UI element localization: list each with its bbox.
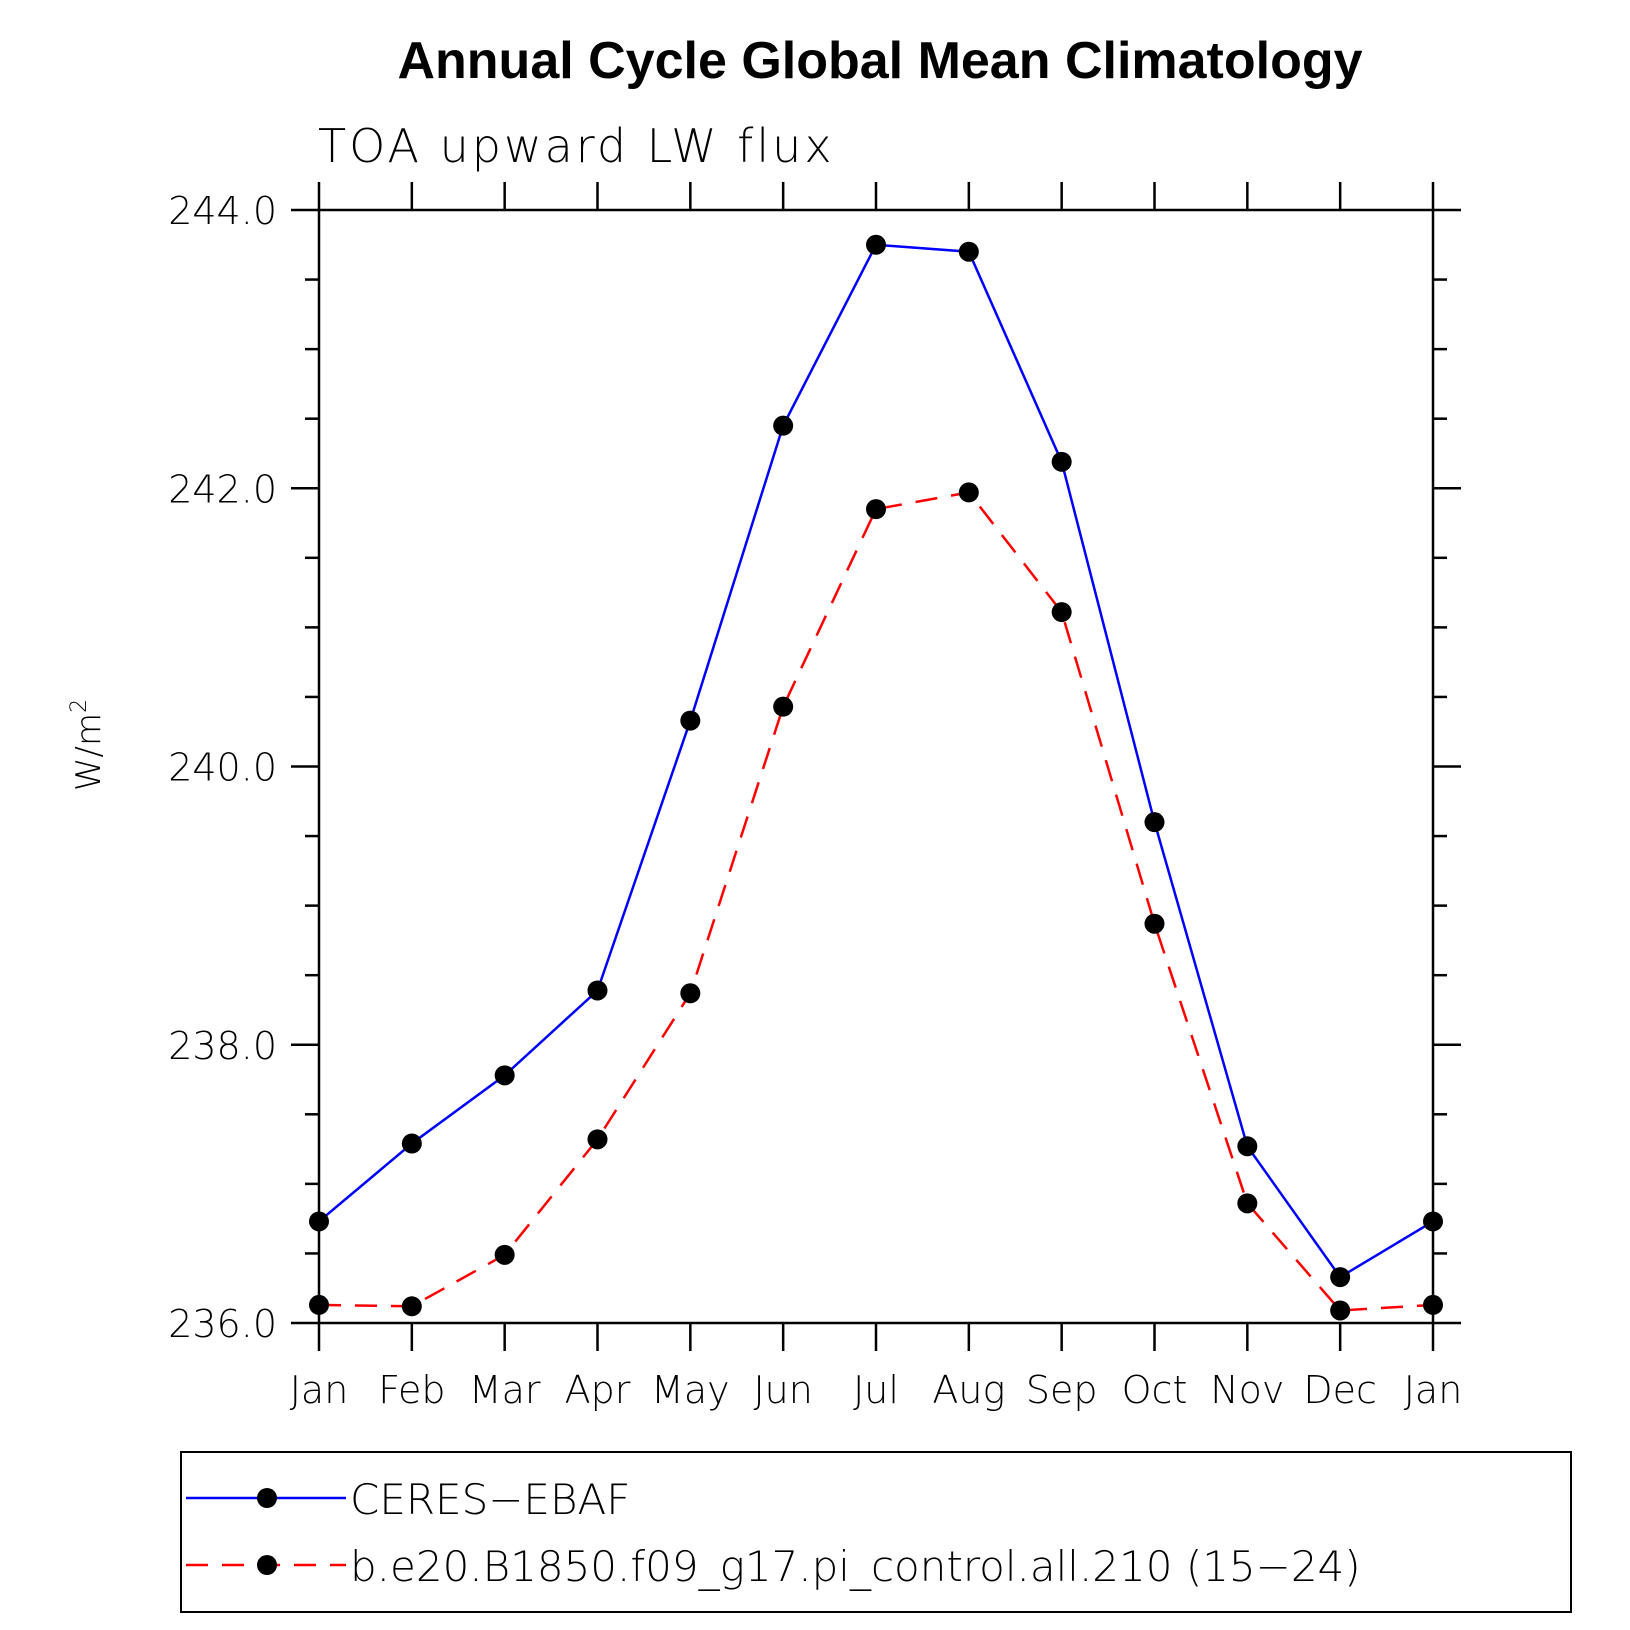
data-point-1 xyxy=(1051,602,1072,623)
y-axis-label: W/m2 xyxy=(67,699,109,791)
x-tick-label: Apr xyxy=(565,1368,631,1412)
legend-marker-0 xyxy=(257,1488,277,1508)
x-tick-label: Nov xyxy=(1210,1368,1284,1412)
data-point-1 xyxy=(1330,1300,1351,1321)
data-point-0 xyxy=(866,234,886,255)
data-point-1 xyxy=(587,1129,608,1150)
data-point-0 xyxy=(958,241,979,262)
data-point-0 xyxy=(587,980,608,1001)
data-point-0 xyxy=(1051,451,1072,472)
x-tick-label: Jul xyxy=(853,1368,899,1412)
plot-frame xyxy=(317,208,1435,1325)
x-tick-label: Mar xyxy=(469,1368,541,1412)
legend-label-0: CERES−EBAF xyxy=(350,1475,630,1524)
x-tick-label: Sep xyxy=(1026,1368,1098,1412)
legend-label-1: b.e20.B1850.f09_g17.pi_control.all.210 (… xyxy=(350,1542,1361,1591)
y-axis-label-superscript: 2 xyxy=(67,699,92,713)
y-tick-label: 242.0 xyxy=(168,467,277,511)
x-tick-label: May xyxy=(651,1368,730,1412)
data-point-1 xyxy=(401,1296,422,1317)
series-layer xyxy=(309,234,1443,1321)
data-point-1 xyxy=(680,983,701,1004)
data-point-0 xyxy=(401,1133,422,1154)
data-point-0 xyxy=(1330,1267,1351,1288)
x-tick-labels: Jan Feb Mar Apr May Jun Jul Aug Sep Oct Nov Dec Jan xyxy=(290,1368,1463,1412)
y-tick-label: 240.0 xyxy=(168,746,277,790)
data-point-0 xyxy=(680,710,701,731)
legend-marker-1 xyxy=(257,1555,277,1575)
data-point-0 xyxy=(494,1065,515,1086)
x-tick-label: Jan xyxy=(290,1368,349,1412)
series-line-0 xyxy=(318,243,1434,1279)
x-tick-label: Jun xyxy=(753,1368,812,1412)
x-tick-label: Oct xyxy=(1122,1368,1188,1412)
data-point-0 xyxy=(1237,1136,1258,1157)
data-point-0 xyxy=(1144,812,1165,833)
data-point-1 xyxy=(958,482,979,503)
series-line-1 xyxy=(318,491,1434,1312)
y-tick-labels: 236.0 238.0 240.0 242.0 244.0 xyxy=(168,189,277,1346)
axis-ticks xyxy=(291,182,1461,1351)
x-tick-label: Dec xyxy=(1303,1368,1377,1412)
y-tick-label: 238.0 xyxy=(168,1024,277,1068)
x-tick-label: Jan xyxy=(1404,1368,1463,1412)
chart-title: Annual Cycle Global Mean Climatology xyxy=(397,32,1362,90)
data-point-0 xyxy=(773,415,794,436)
data-point-1 xyxy=(773,696,794,717)
data-point-1 xyxy=(866,499,886,520)
data-point-1 xyxy=(494,1244,515,1265)
legend: CERES−EBAF b.e20.B1850.f09_g17.pi_control… xyxy=(180,1451,1572,1613)
data-point-1 xyxy=(1144,913,1165,934)
y-tick-label: 236.0 xyxy=(168,1302,277,1346)
x-tick-label: Feb xyxy=(378,1368,445,1412)
legend-box xyxy=(180,1451,1572,1613)
x-tick-label: Aug xyxy=(932,1368,1005,1412)
y-tick-label: 244.0 xyxy=(168,189,277,233)
svg-text:W/m2: W/m2 xyxy=(67,699,109,791)
data-point-1 xyxy=(1237,1193,1258,1214)
chart-subtitle: TOA upward LW flux xyxy=(318,119,835,173)
y-axis-label-text: W/m xyxy=(69,713,109,791)
